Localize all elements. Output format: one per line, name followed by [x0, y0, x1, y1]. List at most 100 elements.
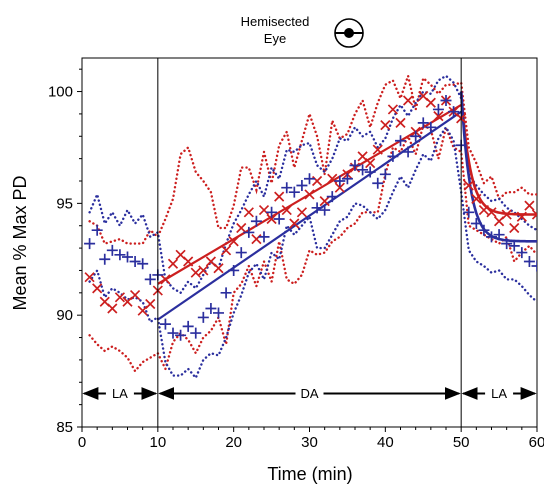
x-marker-0-37	[365, 158, 376, 169]
x-marker-0-13	[183, 256, 194, 267]
x-tick-label-6: 60	[529, 434, 544, 451]
plus-marker-1-45	[425, 121, 437, 133]
x-marker-0-1	[92, 283, 103, 294]
plus-marker-1-53	[486, 231, 497, 243]
plus-marker-1-42	[402, 146, 414, 158]
band-lower-line-0	[88, 123, 537, 374]
plus-marker-1-6	[129, 256, 141, 268]
plus-marker-1-57	[516, 247, 528, 259]
x-tick-label-1: 10	[149, 434, 166, 451]
eye-legend: Hemisected Eye	[241, 14, 364, 48]
data-points	[84, 90, 537, 341]
x-marker-0-50	[463, 180, 474, 191]
header-label-line2: Eye	[264, 31, 286, 46]
plus-marker-1-7	[137, 258, 149, 270]
plus-marker-1-37	[364, 166, 376, 178]
x-marker-0-0	[84, 272, 95, 283]
x-marker-0-17	[213, 263, 224, 274]
header-label-line1: Hemisected	[241, 14, 310, 29]
x-marker-0-3	[107, 303, 118, 314]
plus-marker-1-17	[213, 307, 224, 319]
plus-marker-1-28	[296, 179, 308, 191]
plus-marker-1-2	[99, 253, 111, 265]
y-tick-label-0: 85	[56, 419, 73, 436]
plus-marker-1-24	[266, 206, 278, 218]
x-marker-0-45	[425, 97, 436, 108]
x-marker-0-18	[220, 245, 232, 256]
variability-bands	[88, 71, 537, 381]
x-marker-0-11	[167, 258, 179, 269]
phase-markers: LA DA LA	[82, 58, 537, 427]
plus-marker-1-33	[334, 175, 346, 187]
x-marker-0-53	[486, 207, 497, 218]
plus-marker-1-10	[159, 318, 171, 330]
x-marker-0-31	[319, 196, 330, 207]
x-marker-0-56	[509, 222, 520, 234]
plus-marker-1-47	[440, 94, 452, 106]
x-marker-0-52	[478, 204, 490, 216]
y-tick-label-2: 95	[56, 195, 73, 212]
x-marker-0-22	[251, 234, 262, 245]
plus-marker-1-56	[508, 240, 520, 252]
plus-marker-1-1	[91, 224, 103, 236]
x-marker-0-57	[516, 211, 527, 222]
x-marker-0-8	[145, 298, 156, 310]
plus-marker-1-38	[372, 177, 384, 189]
plus-marker-1-5	[122, 251, 133, 263]
plus-marker-1-23	[258, 231, 270, 243]
plus-marker-1-50	[463, 206, 475, 218]
plus-marker-1-52	[478, 224, 490, 236]
x-marker-0-10	[160, 274, 171, 285]
x-marker-0-24	[266, 213, 277, 225]
plus-marker-1-20	[235, 247, 247, 259]
x-marker-0-33	[334, 182, 345, 193]
plus-marker-1-21	[243, 226, 255, 238]
y-tick-label-3: 100	[48, 84, 73, 101]
phase-label-2: LA	[491, 386, 507, 401]
x-marker-0-4	[114, 292, 126, 303]
plus-marker-1-54	[493, 229, 505, 241]
plus-marker-1-3	[106, 244, 118, 256]
axes: 0 10 20 30 40 50 60 85 90 95 100	[48, 68, 544, 451]
x-tick-label-2: 20	[225, 434, 242, 451]
recovery-curve-1	[459, 91, 537, 243]
x-marker-0-39	[380, 119, 391, 131]
plus-marker-1-18	[220, 287, 232, 299]
plus-marker-1-34	[341, 173, 353, 185]
plus-marker-1-16	[205, 302, 217, 314]
x-tick-label-4: 40	[377, 434, 394, 451]
plus-marker-1-27	[288, 186, 300, 198]
x-marker-0-30	[311, 175, 323, 187]
plus-marker-1-13	[182, 320, 194, 332]
plus-marker-1-15	[197, 311, 209, 323]
plus-marker-1-35	[349, 159, 361, 171]
plus-marker-1-30	[311, 202, 323, 214]
plus-marker-1-44	[417, 117, 429, 129]
y-axis-title: Mean % Max PD	[10, 175, 30, 310]
x-tick-label-0: 0	[78, 434, 86, 451]
x-marker-0-23	[258, 204, 270, 216]
plus-marker-1-41	[395, 135, 406, 147]
plus-marker-1-59	[531, 260, 537, 272]
x-marker-0-58	[524, 200, 535, 211]
x-marker-0-14	[190, 267, 201, 278]
plus-marker-1-32	[326, 191, 338, 203]
plus-marker-1-14	[190, 327, 202, 339]
plus-marker-1-0	[84, 238, 96, 250]
x-marker-0-29	[304, 189, 315, 200]
plus-marker-1-25	[273, 213, 285, 225]
x-marker-0-21	[243, 207, 254, 218]
plus-marker-1-43	[410, 130, 422, 142]
plus-marker-1-26	[281, 182, 293, 194]
plus-marker-1-55	[501, 238, 513, 250]
band-lower-line-1	[88, 125, 537, 381]
x-marker-0-38	[372, 144, 383, 155]
plus-marker-1-48	[448, 106, 460, 118]
phase-label-1: DA	[300, 386, 318, 401]
x-marker-0-27	[289, 218, 300, 229]
plus-marker-1-46	[432, 103, 444, 115]
x-marker-0-15	[198, 265, 209, 276]
phase-label-0: LA	[112, 386, 128, 401]
plus-marker-1-29	[304, 173, 315, 185]
